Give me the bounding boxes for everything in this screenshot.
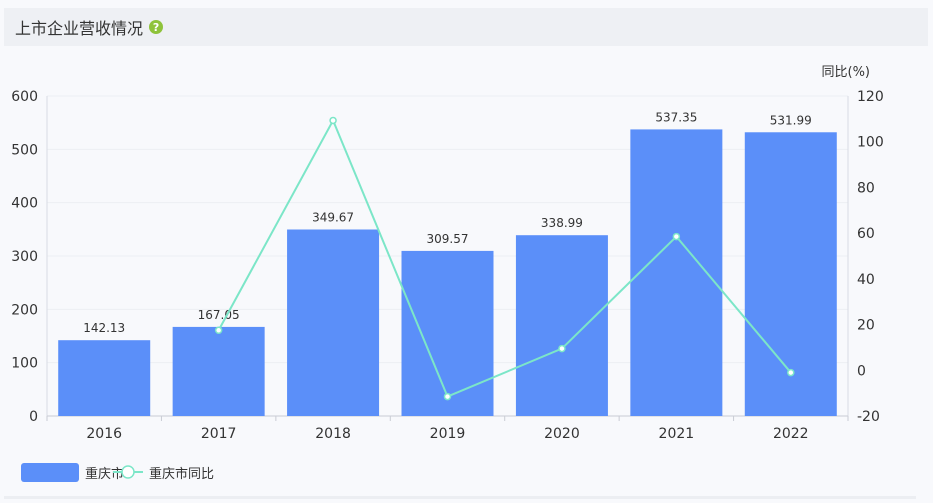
y-right-tick-label: 80 [857, 180, 875, 196]
y-left-tick-label: 200 [11, 302, 38, 318]
bar [58, 340, 151, 416]
legend-label-line: 重庆市同比 [149, 466, 214, 482]
line-point [214, 326, 223, 335]
bar [287, 229, 380, 416]
x-tick-label: 2016 [86, 426, 122, 442]
y-right-axis-label: 同比(%) [822, 65, 871, 80]
x-tick-label: 2022 [773, 426, 809, 442]
y-right-tick-label: 20 [857, 318, 875, 334]
line-point [672, 232, 681, 241]
panel-title: 上市企业营收情况 [15, 19, 144, 38]
bar [744, 132, 837, 416]
y-left-tick-label: 400 [11, 196, 38, 212]
bar-data-label: 537.35 [655, 110, 697, 124]
bar-data-label: 309.57 [427, 232, 469, 246]
y-right-tick-label: 0 [857, 363, 866, 379]
x-tick-label: 2020 [544, 426, 580, 442]
x-tick-label: 2019 [430, 426, 466, 442]
x-tick-label: 2021 [659, 426, 695, 442]
x-tick-label: 2017 [201, 426, 237, 442]
question-circle-icon[interactable]: ? [149, 20, 164, 34]
bar-data-label: 349.67 [312, 211, 354, 225]
line-point [558, 344, 566, 353]
line-series-yoy [217, 118, 792, 398]
y-left-tick-label: 300 [11, 249, 38, 265]
bar [172, 326, 265, 416]
y-left-tick-label: 500 [11, 142, 38, 158]
y-right-tick-label: 120 [857, 89, 884, 105]
panel-header: 上市企业营收情况 ? [4, 8, 928, 46]
legend-label-bar: 重庆市 [85, 466, 124, 482]
bar [401, 250, 494, 416]
bar [515, 235, 608, 416]
line-point [787, 368, 795, 377]
legend-swatch-point [121, 465, 135, 479]
y-right-tick-label: 60 [857, 226, 875, 242]
bar-data-label: 531.99 [770, 113, 812, 127]
y-left-tick-label: 600 [11, 89, 38, 105]
panel-divider [4, 496, 916, 499]
y-right-tick-label: 100 [857, 135, 884, 151]
bar-data-label: 142.13 [83, 321, 125, 335]
y-right-tick-label: -20 [857, 409, 880, 425]
x-tick-label: 2018 [315, 426, 351, 442]
line-point [329, 116, 337, 125]
y-right-tick-label: 40 [857, 272, 875, 288]
legend-swatch-bar [21, 463, 79, 482]
y-left-tick-label: 0 [29, 409, 38, 425]
bar [630, 129, 723, 416]
y-left-tick-label: 100 [11, 356, 38, 372]
bar-data-label: 338.99 [541, 216, 583, 230]
bar-data-label: 167.05 [198, 308, 240, 322]
line-point [443, 392, 452, 401]
